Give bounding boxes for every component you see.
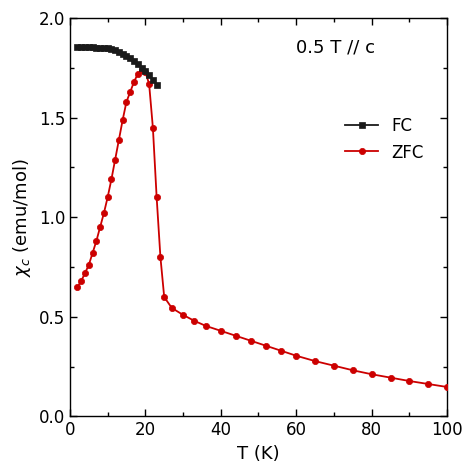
FC <box>135 62 141 67</box>
ZFC <box>180 312 186 318</box>
ZFC <box>150 125 156 130</box>
ZFC <box>101 210 107 216</box>
FC <box>150 77 156 82</box>
ZFC <box>90 250 95 256</box>
ZFC <box>120 117 126 123</box>
FC <box>131 58 137 64</box>
ZFC <box>218 328 224 334</box>
ZFC <box>124 99 129 105</box>
ZFC <box>112 157 118 163</box>
ZFC <box>248 338 254 344</box>
ZFC <box>293 353 299 358</box>
ZFC <box>116 137 122 143</box>
ZFC <box>97 224 103 230</box>
FC <box>90 45 95 50</box>
FC <box>105 46 110 51</box>
ZFC <box>109 177 114 182</box>
FC <box>109 46 114 52</box>
ZFC <box>143 69 148 75</box>
ZFC <box>191 318 197 324</box>
Line: ZFC: ZFC <box>74 67 450 390</box>
Text: 0.5 T // c: 0.5 T // c <box>296 38 375 56</box>
FC <box>74 44 80 50</box>
ZFC <box>128 89 133 95</box>
ZFC <box>74 284 80 290</box>
FC <box>93 45 99 50</box>
ZFC <box>93 238 99 244</box>
FC <box>128 55 133 61</box>
ZFC <box>278 348 284 354</box>
ZFC <box>146 81 152 87</box>
FC <box>146 72 152 78</box>
FC <box>112 47 118 53</box>
ZFC <box>350 367 356 373</box>
ZFC <box>82 270 88 276</box>
FC <box>78 44 84 50</box>
ZFC <box>444 384 450 390</box>
Legend: FC, ZFC: FC, ZFC <box>342 114 428 165</box>
ZFC <box>203 323 209 328</box>
FC <box>82 44 88 50</box>
FC <box>116 49 122 55</box>
ZFC <box>388 375 393 381</box>
Y-axis label: $\chi_c$ (emu/mol): $\chi_c$ (emu/mol) <box>11 158 33 277</box>
ZFC <box>169 305 174 311</box>
ZFC <box>154 194 159 200</box>
ZFC <box>157 254 163 260</box>
FC <box>139 64 145 70</box>
ZFC <box>161 294 167 300</box>
X-axis label: T (K): T (K) <box>237 445 280 463</box>
ZFC <box>135 71 141 77</box>
ZFC <box>312 358 318 364</box>
ZFC <box>233 333 239 338</box>
ZFC <box>86 262 91 268</box>
ZFC <box>131 79 137 85</box>
ZFC <box>263 343 269 348</box>
ZFC <box>369 372 374 377</box>
FC <box>124 53 129 59</box>
FC <box>120 51 126 56</box>
FC <box>97 45 103 51</box>
ZFC <box>407 378 412 384</box>
Line: FC: FC <box>74 44 160 88</box>
FC <box>154 82 159 88</box>
FC <box>101 45 107 51</box>
ZFC <box>425 381 431 387</box>
FC <box>86 44 91 50</box>
ZFC <box>78 278 84 284</box>
FC <box>143 68 148 74</box>
ZFC <box>105 194 110 200</box>
ZFC <box>331 363 337 368</box>
ZFC <box>139 67 145 73</box>
